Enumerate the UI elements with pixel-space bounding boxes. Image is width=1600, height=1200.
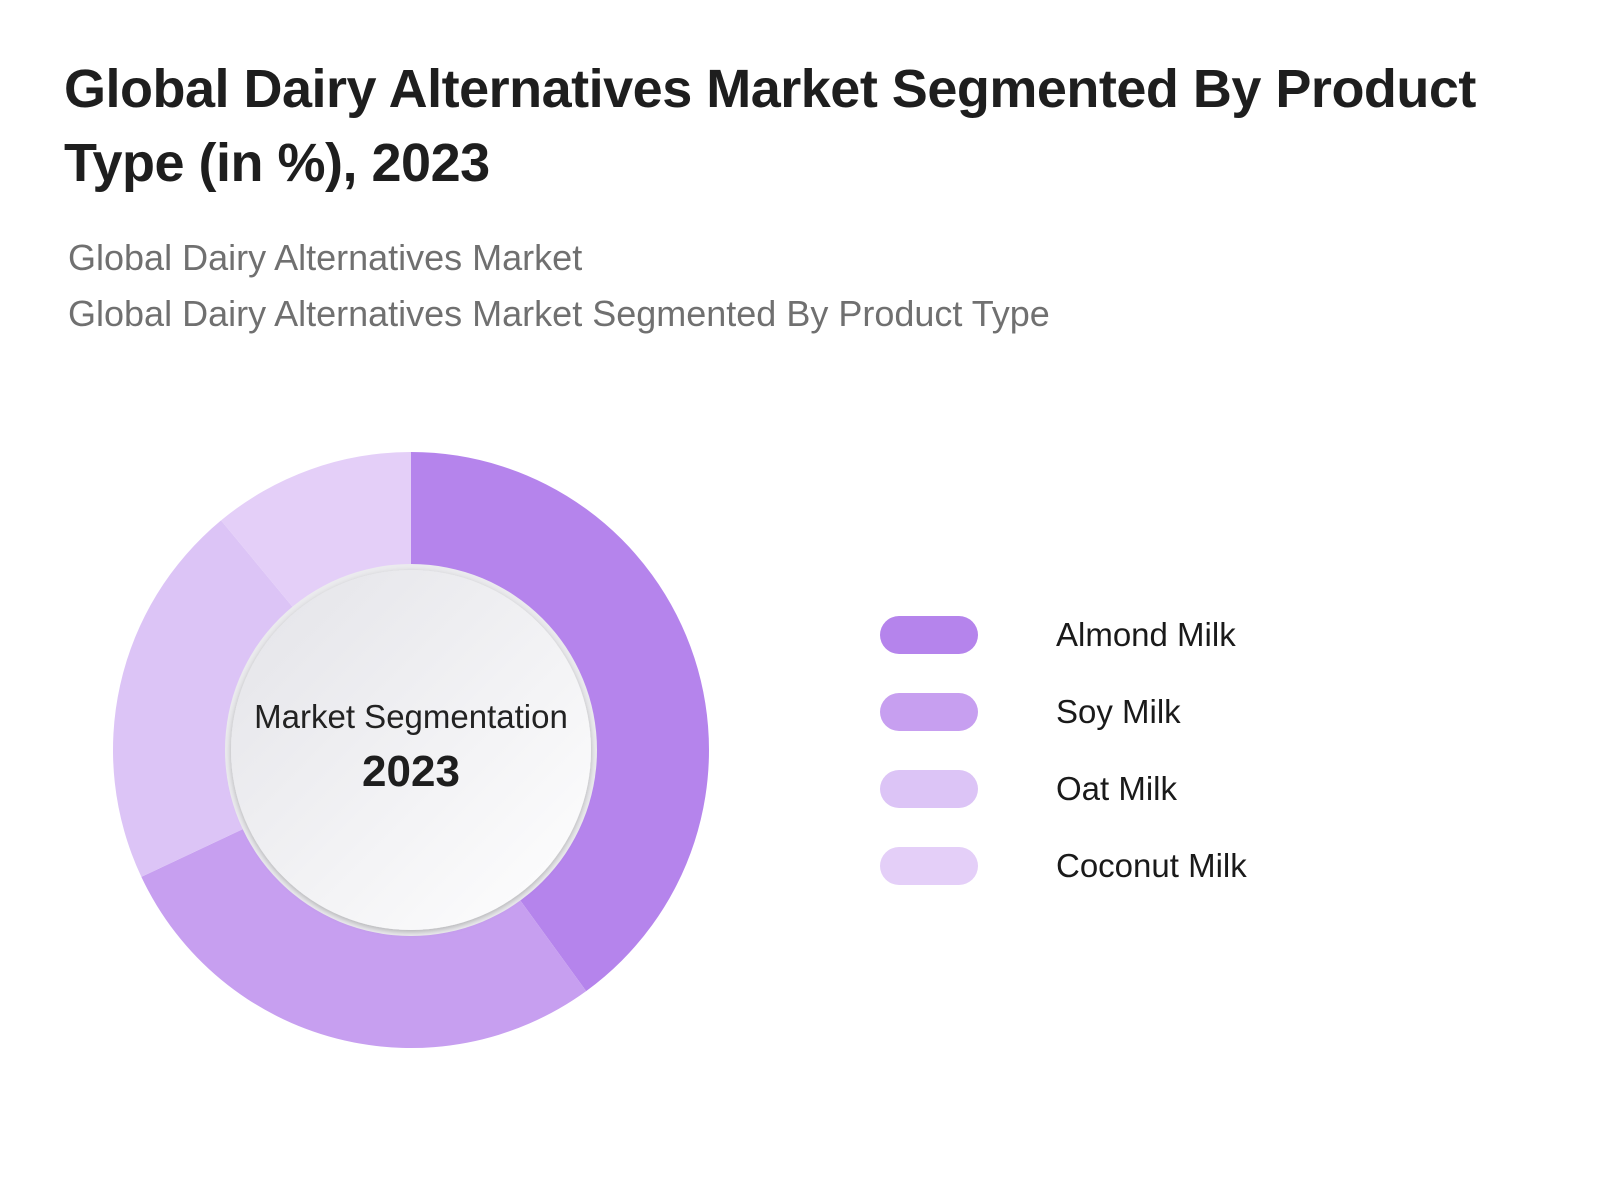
subtitle-line-2: Global Dairy Alternatives Market Segment… bbox=[68, 293, 1050, 334]
legend-swatch-oat-milk bbox=[880, 770, 978, 808]
legend-item-almond-milk: Almond Milk bbox=[880, 616, 1236, 693]
slice-soy-milk bbox=[141, 813, 587, 1048]
legend: Almond Milk Soy Milk Oat Milk Coconut Mi… bbox=[880, 616, 1247, 924]
legend-swatch-coconut-milk bbox=[880, 847, 978, 885]
center-year: 2023 bbox=[362, 747, 460, 796]
legend-label-oat-milk: Oat Milk bbox=[1056, 770, 1178, 807]
legend-swatch-almond-milk bbox=[880, 616, 978, 654]
legend-item-coconut-milk: Coconut Milk bbox=[880, 847, 1247, 924]
chart-title: Global Dairy Alternatives Market Segment… bbox=[64, 59, 1476, 193]
legend-item-soy-milk: Soy Milk bbox=[880, 693, 1181, 770]
center-label: Market Segmentation bbox=[254, 698, 568, 735]
legend-label-almond-milk: Almond Milk bbox=[1056, 616, 1236, 653]
legend-item-oat-milk: Oat Milk bbox=[880, 770, 1177, 847]
center-disc bbox=[231, 570, 591, 930]
legend-label-coconut-milk: Coconut Milk bbox=[1056, 847, 1247, 884]
legend-swatch-soy-milk bbox=[880, 693, 978, 731]
legend-label-soy-milk: Soy Milk bbox=[1056, 693, 1181, 730]
subtitle-line-1: Global Dairy Alternatives Market bbox=[68, 237, 583, 278]
